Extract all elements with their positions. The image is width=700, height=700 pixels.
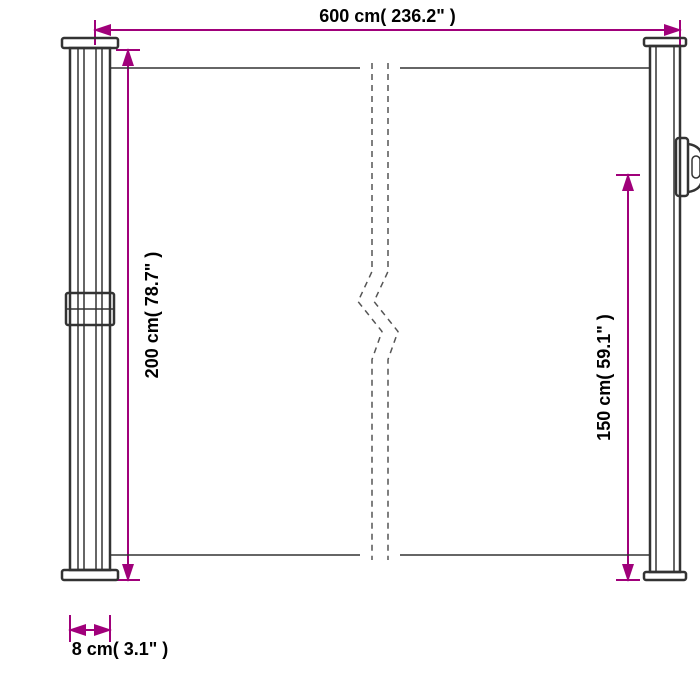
depth-dimension: 8 cm( 3.1" ) xyxy=(70,615,168,659)
height-dimension: 200 cm( 78.7" ) xyxy=(116,50,162,580)
depth-label: 8 cm( 3.1" ) xyxy=(72,639,169,659)
handle-height-dimension: 150 cm( 59.1" ) xyxy=(594,175,640,580)
fabric-panel xyxy=(110,63,650,560)
left-post xyxy=(62,38,118,580)
width-dimension: 600 cm( 236.2" ) xyxy=(95,6,680,45)
handle-height-label: 150 cm( 59.1" ) xyxy=(594,314,614,441)
height-label: 200 cm( 78.7" ) xyxy=(142,252,162,379)
right-post xyxy=(644,38,686,580)
width-label: 600 cm( 236.2" ) xyxy=(319,6,456,26)
